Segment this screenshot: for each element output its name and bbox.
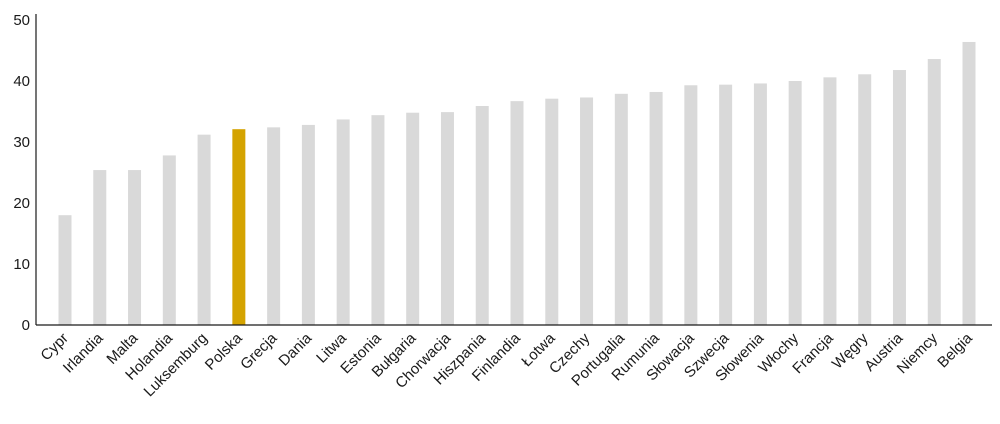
x-tick-label-belgia: Belgia [934, 329, 976, 371]
y-tick-label-0: 0 [22, 317, 30, 334]
bar-irlandia [93, 170, 107, 325]
bars [58, 41, 976, 326]
bar-grecja [267, 127, 281, 325]
bar-węgry [858, 74, 872, 325]
bar-luksemburg [197, 134, 211, 325]
bar-belgia [962, 41, 976, 326]
bar-holandia [162, 155, 176, 325]
bar-rumunia [649, 91, 663, 325]
x-tick-label-irlandia: Irlandia [60, 329, 107, 376]
x-tick-label-dania: Dania [275, 329, 315, 369]
bar-chorwacja [440, 112, 454, 325]
y-tick-label-30: 30 [13, 134, 30, 151]
bar-portugalia [614, 93, 628, 325]
bar-finlandia [510, 101, 524, 325]
bar-bułgaria [406, 112, 420, 325]
bar-słowenia [753, 83, 767, 325]
x-tick-label-grecja: Grecja [237, 329, 281, 373]
x-tick-label-polska: Polska [202, 329, 246, 373]
y-tick-label-50: 50 [13, 12, 30, 29]
y-tick-label-40: 40 [13, 73, 30, 90]
bar-hiszpania [475, 106, 489, 325]
bar-dania [301, 124, 315, 325]
bar-malta [128, 170, 142, 325]
bar-szwecja [719, 84, 733, 325]
y-axis-ticks: 0 10 20 30 40 50 [13, 12, 30, 334]
bar-słowacja [684, 85, 698, 326]
x-axis-labels: CyprIrlandiaMaltaHolandiaLuksemburgPolsk… [37, 329, 976, 400]
y-tick-label-20: 20 [13, 195, 30, 212]
bar-estonia [371, 115, 385, 325]
bar-czechy [580, 97, 594, 325]
bar-francja [823, 77, 837, 325]
bar-niemcy [927, 59, 941, 325]
bar-włochy [788, 81, 802, 325]
bar-cypr [58, 215, 72, 325]
bar-łotwa [545, 98, 559, 325]
bar-polska [232, 129, 246, 325]
y-tick-label-10: 10 [13, 256, 30, 273]
bar-litwa [336, 119, 350, 326]
bar-austria [892, 70, 906, 326]
